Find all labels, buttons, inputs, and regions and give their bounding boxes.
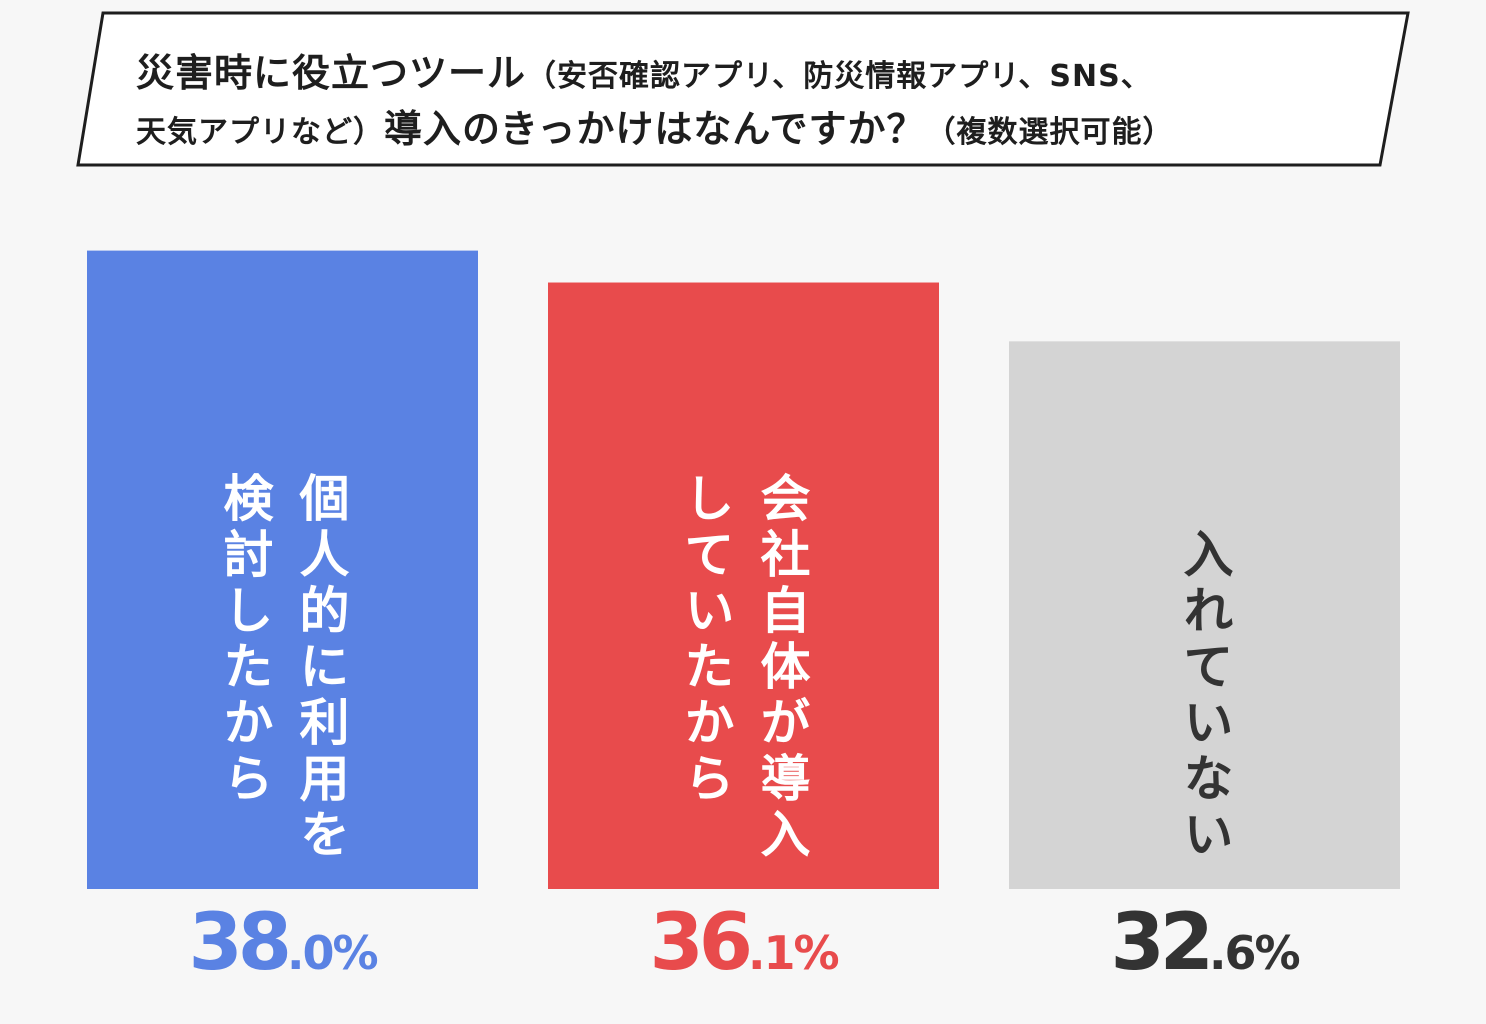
title-sub-2b: （複数選択可能） xyxy=(925,115,1174,150)
title-sub-2a: 天気アプリなど） xyxy=(136,115,384,150)
title-main-1: 災害時に役立つツール xyxy=(136,51,527,95)
bar-1 xyxy=(87,250,478,890)
bar-label-1: 個人的に利用を 検討したから xyxy=(215,472,350,864)
bar-2 xyxy=(548,282,939,889)
value-dec-1: .0% xyxy=(286,926,379,980)
value-label-1: 38.0% xyxy=(87,898,478,988)
value-int-2: 36 xyxy=(649,898,753,988)
value-dec-2: .1% xyxy=(747,926,840,980)
title-main-2: 導入のきっかけはなんですか？ xyxy=(384,107,926,151)
bar-label-3: 入れていない xyxy=(1175,528,1234,864)
value-int-1: 38 xyxy=(188,898,292,988)
value-label-2: 36.1% xyxy=(548,898,939,988)
value-int-3: 32 xyxy=(1110,898,1214,988)
value-label-3: 32.6% xyxy=(1009,898,1400,988)
bar-3 xyxy=(1009,341,1400,889)
bar-label-2: 会社自体が導入 していたから xyxy=(676,472,811,864)
title-frame xyxy=(76,11,1410,167)
chart-title-line-1: 災害時に役立つツール（安否確認アプリ、防災情報アプリ、SNS、 xyxy=(136,42,1152,97)
title-sub-1: （安否確認アプリ、防災情報アプリ、SNS、 xyxy=(526,59,1152,94)
chart-title-line-2: 天気アプリなど）導入のきっかけはなんですか？（複数選択可能） xyxy=(136,98,1173,153)
title-box xyxy=(76,11,1410,167)
value-dec-3: .6% xyxy=(1208,926,1301,980)
